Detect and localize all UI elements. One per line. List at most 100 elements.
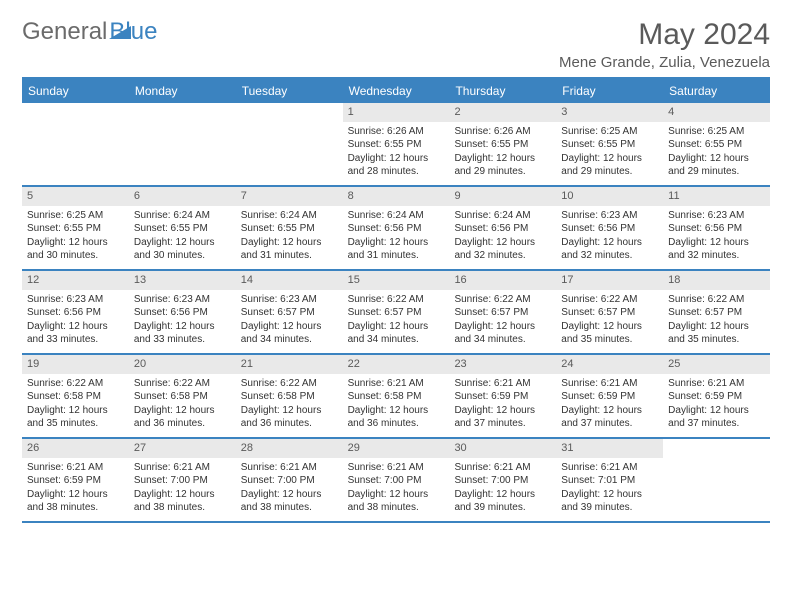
calendar-cell: 10Sunrise: 6:23 AMSunset: 6:56 PMDayligh… xyxy=(556,187,663,269)
day-detail: Sunrise: 6:22 AMSunset: 6:58 PMDaylight:… xyxy=(236,374,343,436)
sunrise-line: Sunrise: 6:25 AM xyxy=(27,209,124,223)
sunset-line: Sunset: 7:00 PM xyxy=(348,474,445,488)
sunrise-line: Sunrise: 6:24 AM xyxy=(348,209,445,223)
day-header-fri: Friday xyxy=(556,79,663,103)
daylight-line-2: and 34 minutes. xyxy=(241,333,338,347)
calendar-cell xyxy=(236,103,343,185)
calendar-cell: 9Sunrise: 6:24 AMSunset: 6:56 PMDaylight… xyxy=(449,187,556,269)
sunrise-line: Sunrise: 6:21 AM xyxy=(454,377,551,391)
sunset-line: Sunset: 6:57 PM xyxy=(348,306,445,320)
daylight-line-1: Daylight: 12 hours xyxy=(454,320,551,334)
daylight-line-2: and 37 minutes. xyxy=(668,417,765,431)
daylight-line-1: Daylight: 12 hours xyxy=(134,320,231,334)
day-number: 17 xyxy=(556,271,663,290)
sunset-line: Sunset: 6:58 PM xyxy=(134,390,231,404)
daylight-line-2: and 32 minutes. xyxy=(454,249,551,263)
sunrise-line: Sunrise: 6:22 AM xyxy=(561,293,658,307)
daylight-line-2: and 35 minutes. xyxy=(561,333,658,347)
sunset-line: Sunset: 6:55 PM xyxy=(561,138,658,152)
calendar-cell: 25Sunrise: 6:21 AMSunset: 6:59 PMDayligh… xyxy=(663,355,770,437)
daylight-line-2: and 38 minutes. xyxy=(241,501,338,515)
calendar-cell: 17Sunrise: 6:22 AMSunset: 6:57 PMDayligh… xyxy=(556,271,663,353)
sunset-line: Sunset: 6:55 PM xyxy=(668,138,765,152)
day-detail: Sunrise: 6:24 AMSunset: 6:56 PMDaylight:… xyxy=(343,206,450,268)
calendar-cell: 22Sunrise: 6:21 AMSunset: 6:58 PMDayligh… xyxy=(343,355,450,437)
daylight-line-2: and 35 minutes. xyxy=(668,333,765,347)
day-detail: Sunrise: 6:21 AMSunset: 6:59 PMDaylight:… xyxy=(556,374,663,436)
day-number: 26 xyxy=(22,439,129,458)
sunset-line: Sunset: 7:00 PM xyxy=(134,474,231,488)
day-detail: Sunrise: 6:23 AMSunset: 6:56 PMDaylight:… xyxy=(129,290,236,352)
day-detail: Sunrise: 6:22 AMSunset: 6:58 PMDaylight:… xyxy=(129,374,236,436)
day-header-sun: Sunday xyxy=(22,79,129,103)
calendar-cell: 12Sunrise: 6:23 AMSunset: 6:56 PMDayligh… xyxy=(22,271,129,353)
day-detail: Sunrise: 6:22 AMSunset: 6:57 PMDaylight:… xyxy=(556,290,663,352)
day-detail: Sunrise: 6:22 AMSunset: 6:57 PMDaylight:… xyxy=(343,290,450,352)
sunrise-line: Sunrise: 6:21 AM xyxy=(561,377,658,391)
sunset-line: Sunset: 6:56 PM xyxy=(134,306,231,320)
day-detail: Sunrise: 6:21 AMSunset: 6:59 PMDaylight:… xyxy=(449,374,556,436)
day-number: 27 xyxy=(129,439,236,458)
daylight-line-2: and 30 minutes. xyxy=(134,249,231,263)
day-detail: Sunrise: 6:21 AMSunset: 6:59 PMDaylight:… xyxy=(663,374,770,436)
calendar-week-row: 12Sunrise: 6:23 AMSunset: 6:56 PMDayligh… xyxy=(22,271,770,355)
day-number: 30 xyxy=(449,439,556,458)
sunset-line: Sunset: 6:57 PM xyxy=(241,306,338,320)
daylight-line-2: and 37 minutes. xyxy=(454,417,551,431)
sunrise-line: Sunrise: 6:21 AM xyxy=(241,461,338,475)
month-title: May 2024 xyxy=(559,18,770,52)
sunrise-line: Sunrise: 6:26 AM xyxy=(348,125,445,139)
sunrise-line: Sunrise: 6:25 AM xyxy=(561,125,658,139)
day-detail: Sunrise: 6:23 AMSunset: 6:57 PMDaylight:… xyxy=(236,290,343,352)
day-number: 19 xyxy=(22,355,129,374)
daylight-line-1: Daylight: 12 hours xyxy=(348,236,445,250)
page-header: General Blue May 2024 Mene Grande, Zulia… xyxy=(22,18,770,71)
day-header-thu: Thursday xyxy=(449,79,556,103)
calendar-page: General Blue May 2024 Mene Grande, Zulia… xyxy=(0,0,792,541)
calendar-week-row: 1Sunrise: 6:26 AMSunset: 6:55 PMDaylight… xyxy=(22,103,770,187)
calendar-cell: 29Sunrise: 6:21 AMSunset: 7:00 PMDayligh… xyxy=(343,439,450,521)
sunrise-line: Sunrise: 6:23 AM xyxy=(668,209,765,223)
day-detail: Sunrise: 6:23 AMSunset: 6:56 PMDaylight:… xyxy=(663,206,770,268)
daylight-line-2: and 35 minutes. xyxy=(27,417,124,431)
calendar-week-row: 26Sunrise: 6:21 AMSunset: 6:59 PMDayligh… xyxy=(22,439,770,523)
sunset-line: Sunset: 6:56 PM xyxy=(561,222,658,236)
calendar-cell: 19Sunrise: 6:22 AMSunset: 6:58 PMDayligh… xyxy=(22,355,129,437)
sunrise-line: Sunrise: 6:21 AM xyxy=(134,461,231,475)
sunrise-line: Sunrise: 6:21 AM xyxy=(454,461,551,475)
daylight-line-2: and 34 minutes. xyxy=(348,333,445,347)
day-detail: Sunrise: 6:22 AMSunset: 6:57 PMDaylight:… xyxy=(663,290,770,352)
calendar-cell: 18Sunrise: 6:22 AMSunset: 6:57 PMDayligh… xyxy=(663,271,770,353)
daylight-line-1: Daylight: 12 hours xyxy=(27,320,124,334)
daylight-line-1: Daylight: 12 hours xyxy=(668,320,765,334)
daylight-line-1: Daylight: 12 hours xyxy=(561,404,658,418)
day-number: 18 xyxy=(663,271,770,290)
day-number: 1 xyxy=(343,103,450,122)
daylight-line-2: and 38 minutes. xyxy=(348,501,445,515)
weeks-container: 1Sunrise: 6:26 AMSunset: 6:55 PMDaylight… xyxy=(22,103,770,523)
logo: General Blue xyxy=(22,18,157,46)
day-number: 4 xyxy=(663,103,770,122)
sunset-line: Sunset: 6:57 PM xyxy=(668,306,765,320)
sunrise-line: Sunrise: 6:22 AM xyxy=(454,293,551,307)
calendar-grid: Sunday Monday Tuesday Wednesday Thursday… xyxy=(22,77,770,523)
calendar-cell: 11Sunrise: 6:23 AMSunset: 6:56 PMDayligh… xyxy=(663,187,770,269)
calendar-cell xyxy=(663,439,770,521)
day-number: 23 xyxy=(449,355,556,374)
day-number: 12 xyxy=(22,271,129,290)
daylight-line-1: Daylight: 12 hours xyxy=(27,236,124,250)
day-number: 28 xyxy=(236,439,343,458)
sunset-line: Sunset: 6:59 PM xyxy=(668,390,765,404)
day-number: 2 xyxy=(449,103,556,122)
daylight-line-1: Daylight: 12 hours xyxy=(454,488,551,502)
daylight-line-1: Daylight: 12 hours xyxy=(561,152,658,166)
sunrise-line: Sunrise: 6:21 AM xyxy=(668,377,765,391)
calendar-cell: 3Sunrise: 6:25 AMSunset: 6:55 PMDaylight… xyxy=(556,103,663,185)
calendar-week-row: 5Sunrise: 6:25 AMSunset: 6:55 PMDaylight… xyxy=(22,187,770,271)
day-number: 6 xyxy=(129,187,236,206)
daylight-line-1: Daylight: 12 hours xyxy=(668,404,765,418)
calendar-cell: 1Sunrise: 6:26 AMSunset: 6:55 PMDaylight… xyxy=(343,103,450,185)
daylight-line-2: and 34 minutes. xyxy=(454,333,551,347)
sunset-line: Sunset: 6:56 PM xyxy=(27,306,124,320)
day-detail: Sunrise: 6:21 AMSunset: 6:59 PMDaylight:… xyxy=(22,458,129,520)
